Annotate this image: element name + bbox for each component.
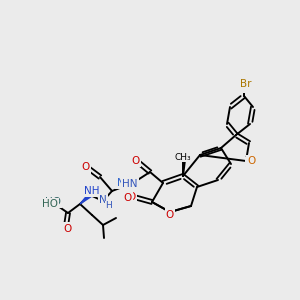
Text: O: O bbox=[81, 162, 89, 172]
Text: N: N bbox=[99, 195, 107, 205]
Text: Br: Br bbox=[240, 79, 252, 89]
Text: O: O bbox=[131, 156, 139, 166]
Text: O: O bbox=[166, 209, 174, 219]
Text: O: O bbox=[64, 223, 72, 233]
Text: HO: HO bbox=[42, 199, 58, 209]
Text: O: O bbox=[132, 156, 140, 166]
Text: O: O bbox=[82, 163, 90, 173]
Text: O: O bbox=[128, 192, 136, 202]
Text: HN: HN bbox=[122, 179, 138, 189]
Text: CH₃: CH₃ bbox=[175, 152, 191, 161]
Text: Br: Br bbox=[238, 82, 250, 92]
Text: NH: NH bbox=[83, 186, 99, 196]
Text: NH: NH bbox=[116, 178, 132, 188]
Text: O: O bbox=[63, 224, 71, 234]
Text: NH: NH bbox=[84, 186, 100, 196]
Text: O: O bbox=[246, 158, 254, 168]
Text: HO: HO bbox=[45, 197, 61, 207]
Text: O: O bbox=[124, 193, 132, 203]
Text: O: O bbox=[166, 210, 174, 220]
Polygon shape bbox=[80, 194, 91, 204]
Text: H: H bbox=[106, 202, 112, 211]
Text: H: H bbox=[100, 199, 108, 209]
Text: O: O bbox=[247, 156, 255, 166]
Text: N: N bbox=[99, 196, 107, 206]
